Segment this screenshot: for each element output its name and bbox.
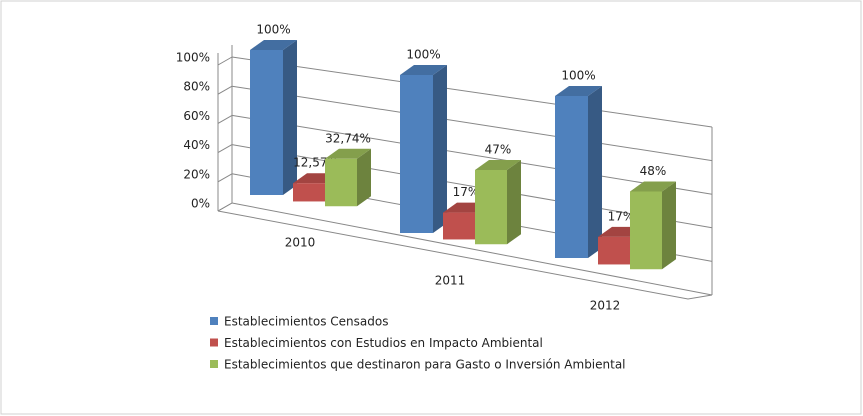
bar-side — [283, 40, 297, 195]
y-tick-label: 0% — [191, 197, 210, 211]
floor-edge — [217, 210, 713, 300]
tick-mark — [217, 85, 233, 95]
bar — [293, 183, 325, 202]
x-tick-label: 2011 — [435, 274, 466, 288]
data-label: 17% — [453, 185, 480, 199]
bar-top — [250, 40, 297, 50]
tick-mark — [217, 144, 233, 154]
y-tick-label: 100% — [176, 51, 210, 65]
data-label: 17% — [608, 209, 635, 223]
y-tick-label: 40% — [183, 138, 210, 152]
grid-line — [231, 202, 713, 296]
bar — [555, 96, 588, 258]
tick-mark — [217, 56, 233, 66]
bar-side — [507, 159, 521, 245]
data-label: 100% — [561, 69, 595, 83]
data-label: 32,74% — [325, 131, 371, 145]
bar-side — [662, 181, 676, 270]
bar — [325, 158, 357, 207]
tick-mark — [217, 202, 233, 212]
bar-side — [433, 65, 447, 233]
tick-mark — [217, 114, 233, 124]
bar-top — [630, 181, 676, 192]
legend-label: Establecimientos que destinaron para Gas… — [224, 358, 626, 372]
bar-side — [588, 86, 602, 258]
bar — [443, 212, 475, 240]
tick-mark — [217, 173, 233, 183]
bar-top — [475, 159, 521, 170]
y-tick-label: 80% — [183, 80, 210, 94]
grid-line — [231, 85, 713, 162]
bar — [475, 169, 507, 245]
legend-swatch — [210, 360, 218, 368]
x-tick-label: 2010 — [285, 236, 316, 250]
bar-top — [325, 148, 371, 159]
bar — [598, 236, 630, 265]
bar-side — [357, 148, 371, 207]
y-tick-label: 20% — [183, 167, 210, 181]
bar — [630, 191, 662, 270]
legend-label: Establecimientos Censados — [224, 315, 388, 329]
data-label: 47% — [485, 142, 512, 156]
data-label: 48% — [640, 164, 667, 178]
bar — [400, 75, 433, 233]
bar — [250, 50, 283, 195]
legend-label: Establecimientos con Estudios en Impacto… — [224, 336, 543, 350]
bar-top — [400, 65, 447, 75]
bar-top — [555, 86, 602, 96]
grid-line — [231, 56, 713, 128]
y-tick-label: 60% — [183, 109, 210, 123]
data-label: 100% — [406, 48, 440, 62]
legend-swatch — [210, 317, 218, 325]
data-label: 100% — [256, 23, 290, 37]
legend-swatch — [210, 338, 218, 347]
grid-line — [231, 114, 713, 195]
x-tick-label: 2012 — [590, 299, 621, 313]
